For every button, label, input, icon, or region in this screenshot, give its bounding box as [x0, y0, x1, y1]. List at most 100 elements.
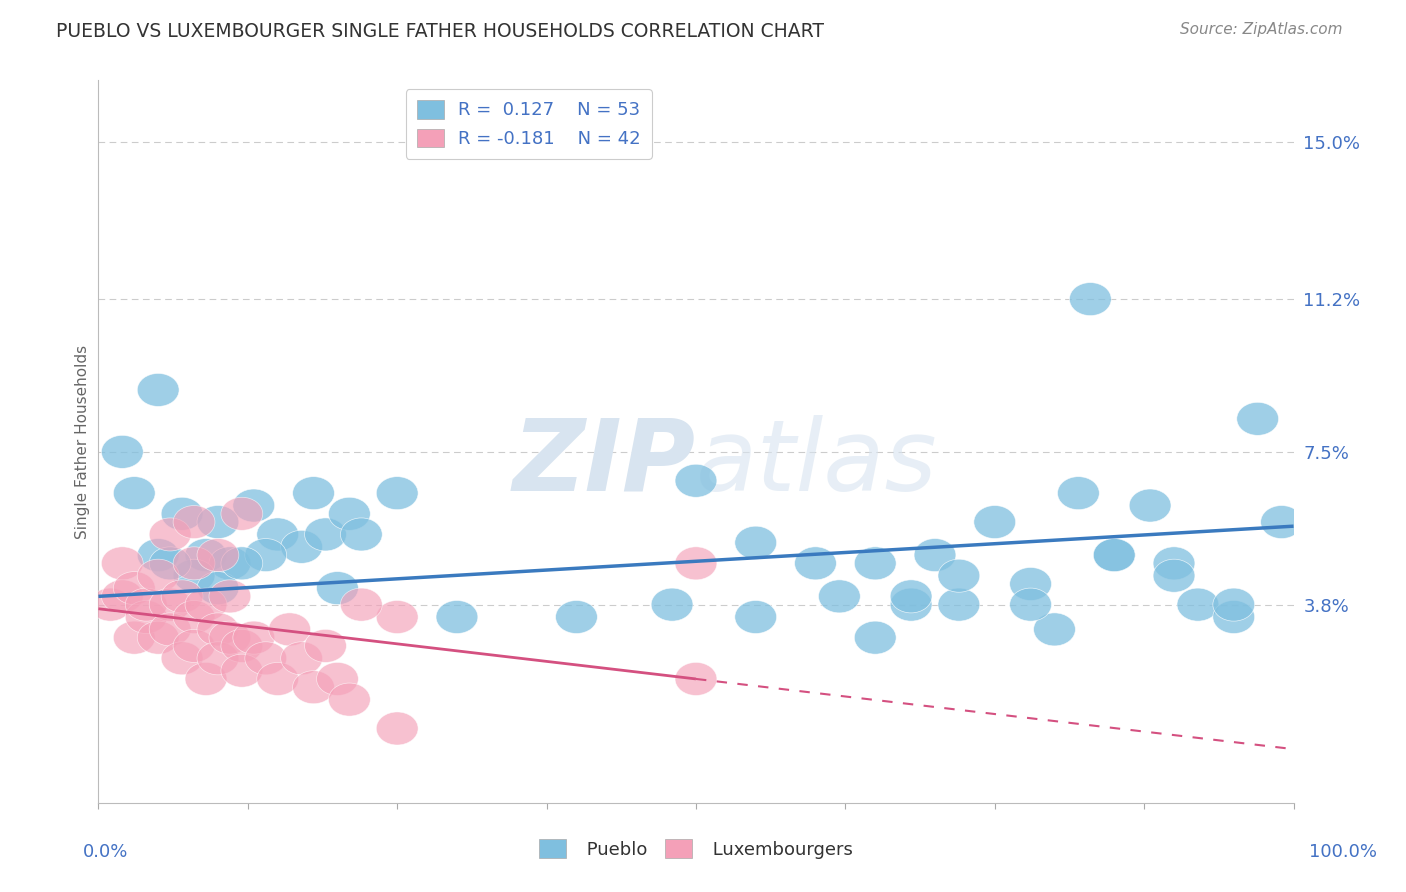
- Ellipse shape: [245, 539, 287, 572]
- Ellipse shape: [221, 497, 263, 531]
- Ellipse shape: [173, 630, 215, 663]
- Ellipse shape: [938, 588, 980, 621]
- Ellipse shape: [1153, 547, 1195, 580]
- Ellipse shape: [114, 572, 155, 605]
- Ellipse shape: [221, 630, 263, 663]
- Ellipse shape: [186, 588, 226, 621]
- Ellipse shape: [138, 559, 179, 592]
- Ellipse shape: [1094, 539, 1135, 572]
- Ellipse shape: [114, 621, 155, 654]
- Ellipse shape: [1010, 567, 1052, 600]
- Ellipse shape: [138, 539, 179, 572]
- Y-axis label: Single Father Households: Single Father Households: [75, 344, 90, 539]
- Ellipse shape: [675, 464, 717, 497]
- Ellipse shape: [794, 547, 837, 580]
- Ellipse shape: [855, 621, 896, 654]
- Ellipse shape: [1261, 506, 1302, 539]
- Ellipse shape: [173, 559, 215, 592]
- Ellipse shape: [209, 621, 250, 654]
- Ellipse shape: [125, 588, 167, 621]
- Ellipse shape: [305, 518, 346, 551]
- Ellipse shape: [340, 518, 382, 551]
- Ellipse shape: [269, 613, 311, 646]
- Ellipse shape: [1213, 588, 1254, 621]
- Ellipse shape: [1213, 600, 1254, 633]
- Text: 100.0%: 100.0%: [1309, 843, 1376, 861]
- Ellipse shape: [209, 580, 250, 613]
- Ellipse shape: [855, 547, 896, 580]
- Ellipse shape: [197, 613, 239, 646]
- Ellipse shape: [197, 539, 239, 572]
- Ellipse shape: [101, 580, 143, 613]
- Ellipse shape: [197, 506, 239, 539]
- Ellipse shape: [735, 526, 776, 559]
- Ellipse shape: [316, 663, 359, 696]
- Ellipse shape: [377, 476, 418, 509]
- Ellipse shape: [173, 547, 215, 580]
- Ellipse shape: [818, 580, 860, 613]
- Ellipse shape: [1177, 588, 1219, 621]
- Ellipse shape: [1010, 588, 1052, 621]
- Ellipse shape: [1057, 476, 1099, 509]
- Ellipse shape: [245, 641, 287, 675]
- Ellipse shape: [1070, 283, 1111, 316]
- Text: Source: ZipAtlas.com: Source: ZipAtlas.com: [1180, 22, 1343, 37]
- Ellipse shape: [675, 547, 717, 580]
- Ellipse shape: [377, 600, 418, 633]
- Ellipse shape: [173, 600, 215, 633]
- Ellipse shape: [125, 600, 167, 633]
- Ellipse shape: [138, 374, 179, 407]
- Ellipse shape: [162, 641, 202, 675]
- Ellipse shape: [186, 663, 226, 696]
- Ellipse shape: [197, 572, 239, 605]
- Ellipse shape: [90, 588, 131, 621]
- Ellipse shape: [281, 641, 322, 675]
- Ellipse shape: [974, 506, 1015, 539]
- Ellipse shape: [329, 497, 370, 531]
- Text: PUEBLO VS LUXEMBOURGER SINGLE FATHER HOUSEHOLDS CORRELATION CHART: PUEBLO VS LUXEMBOURGER SINGLE FATHER HOU…: [56, 22, 824, 41]
- Ellipse shape: [114, 476, 155, 509]
- Ellipse shape: [555, 600, 598, 633]
- Ellipse shape: [651, 588, 693, 621]
- Ellipse shape: [1094, 539, 1135, 572]
- Legend:  Pueblo,  Luxembourgers: Pueblo, Luxembourgers: [531, 832, 860, 866]
- Ellipse shape: [890, 588, 932, 621]
- Ellipse shape: [162, 580, 202, 613]
- Ellipse shape: [209, 547, 250, 580]
- Ellipse shape: [329, 683, 370, 716]
- Ellipse shape: [101, 435, 143, 468]
- Ellipse shape: [340, 588, 382, 621]
- Ellipse shape: [233, 621, 274, 654]
- Ellipse shape: [138, 621, 179, 654]
- Ellipse shape: [305, 630, 346, 663]
- Ellipse shape: [149, 613, 191, 646]
- Ellipse shape: [1129, 489, 1171, 522]
- Ellipse shape: [186, 539, 226, 572]
- Ellipse shape: [1237, 402, 1278, 435]
- Ellipse shape: [1153, 559, 1195, 592]
- Text: atlas: atlas: [696, 415, 938, 512]
- Ellipse shape: [257, 663, 298, 696]
- Ellipse shape: [675, 663, 717, 696]
- Ellipse shape: [149, 588, 191, 621]
- Ellipse shape: [162, 497, 202, 531]
- Ellipse shape: [173, 506, 215, 539]
- Text: 0.0%: 0.0%: [83, 843, 128, 861]
- Ellipse shape: [316, 572, 359, 605]
- Ellipse shape: [281, 531, 322, 564]
- Ellipse shape: [197, 641, 239, 675]
- Ellipse shape: [377, 712, 418, 745]
- Text: ZIP: ZIP: [513, 415, 696, 512]
- Ellipse shape: [149, 547, 191, 580]
- Ellipse shape: [149, 518, 191, 551]
- Ellipse shape: [292, 476, 335, 509]
- Ellipse shape: [914, 539, 956, 572]
- Ellipse shape: [292, 671, 335, 704]
- Ellipse shape: [938, 559, 980, 592]
- Ellipse shape: [436, 600, 478, 633]
- Ellipse shape: [890, 580, 932, 613]
- Ellipse shape: [1033, 613, 1076, 646]
- Ellipse shape: [221, 654, 263, 687]
- Ellipse shape: [221, 547, 263, 580]
- Ellipse shape: [257, 518, 298, 551]
